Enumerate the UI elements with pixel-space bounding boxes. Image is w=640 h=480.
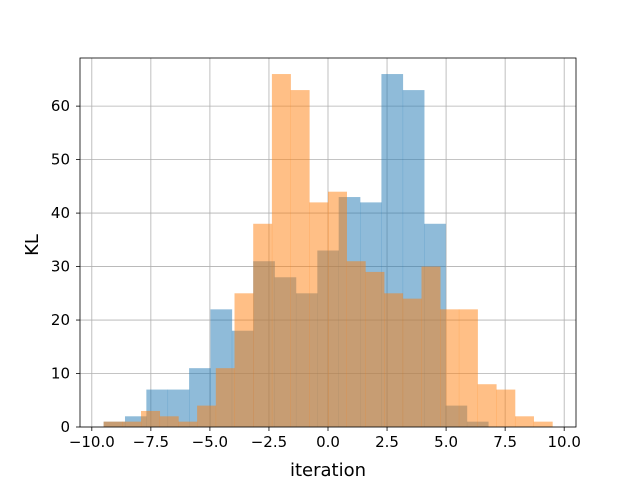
- y-axis-label: KL: [22, 234, 43, 256]
- x-tick-label-4: 0.0: [316, 433, 340, 451]
- histogram-bar-s1-b19: [458, 309, 478, 427]
- histogram-bar-s1-b8: [253, 223, 273, 427]
- x-tick-label-5: 2.5: [375, 433, 399, 451]
- histogram-bar-s1-b3: [159, 416, 179, 427]
- histogram-bar-s1-b7: [234, 293, 254, 427]
- histogram-bar-s1-b17: [421, 266, 441, 427]
- y-tick-label-3: 30: [51, 258, 70, 276]
- histogram-bar-s1-b9: [271, 74, 291, 427]
- histogram-bar-s1-b4: [178, 421, 198, 427]
- histogram-bar-s1-b0: [103, 421, 123, 427]
- histogram-bar-s1-b6: [215, 368, 235, 427]
- x-tick-label-6: 5.0: [434, 433, 458, 451]
- histogram-bar-s1-b22: [514, 416, 534, 427]
- histogram-bar-s1-b16: [402, 298, 422, 427]
- histogram-bar-s1-b5: [197, 405, 217, 427]
- x-tick-label-2: −5.0: [192, 433, 228, 451]
- histogram-bar-s1-b23: [533, 421, 553, 427]
- y-tick-label-6: 60: [51, 97, 70, 115]
- x-tick-label-3: −2.5: [251, 433, 287, 451]
- x-axis-label: iteration: [290, 460, 366, 480]
- y-tick-label-2: 20: [51, 311, 70, 329]
- histogram-bars: [103, 74, 553, 427]
- y-tick-label-5: 50: [51, 151, 70, 169]
- histogram-bar-s1-b15: [384, 293, 404, 427]
- histogram-bar-s1-b2: [141, 410, 161, 427]
- histogram-bar-s1-b11: [309, 202, 329, 427]
- x-tick-label-8: 10.0: [547, 433, 580, 451]
- axis-ticks: −10.0 −7.5 −5.0 −2.5 0.0 2.5 5.0 7.5 10.0 0 10 20 30…: [51, 97, 581, 451]
- histogram-bar-s1-b13: [346, 261, 366, 427]
- histogram-bar-s1-b14: [365, 271, 385, 427]
- histogram-bar-s1-b18: [440, 309, 460, 427]
- y-tick-label-1: 10: [51, 365, 70, 383]
- histogram-bar-s1-b21: [496, 389, 516, 427]
- histogram-bar-s1-b20: [477, 384, 497, 427]
- x-tick-label-7: 7.5: [493, 433, 517, 451]
- histogram-bar-s1-b10: [290, 90, 310, 427]
- x-tick-label-1: −7.5: [133, 433, 169, 451]
- histogram-bar-s1-b12: [328, 191, 347, 427]
- histogram-bar-s1-b1: [122, 421, 142, 427]
- y-tick-label-0: 0: [60, 418, 70, 436]
- x-tick-label-0: −10.0: [69, 433, 115, 451]
- y-tick-label-4: 40: [51, 204, 70, 222]
